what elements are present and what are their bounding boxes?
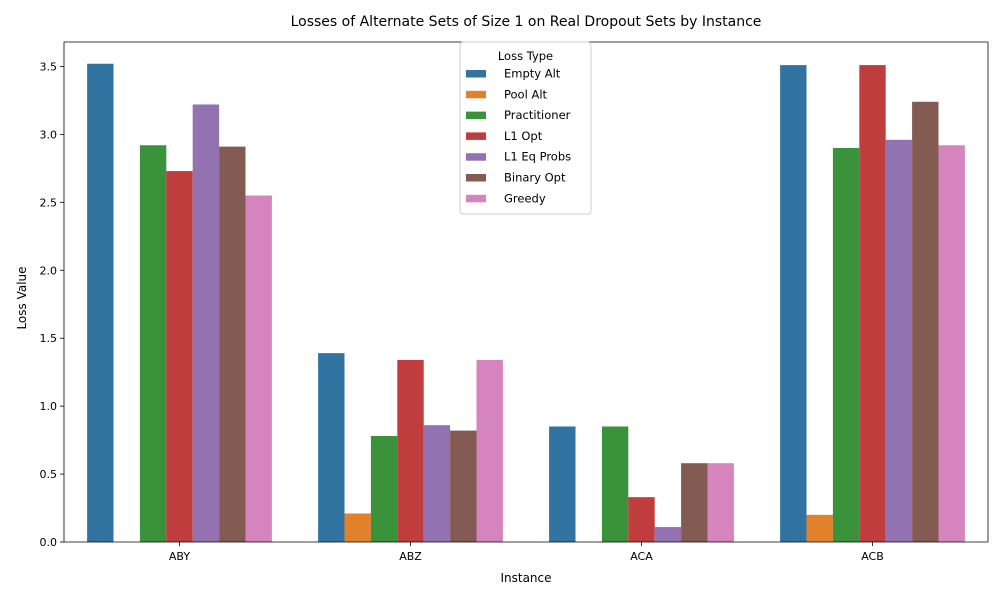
- y-tick-label: 1.0: [40, 400, 58, 413]
- legend-entry-label: Empty Alt: [504, 67, 561, 81]
- plot-area: 0.0 0.5 1.0 1.5 2.0 2.5 3.0 3.5 ABY ABZ ACA ACB: [40, 41, 989, 563]
- legend-swatch: [466, 153, 486, 161]
- legend-swatch: [466, 174, 486, 182]
- bar-l1-opt-aby: [166, 171, 193, 542]
- bar-empty-alt-acb: [780, 65, 807, 542]
- y-tick-label: 2.5: [40, 196, 58, 209]
- y-tick-label: 0.0: [40, 536, 58, 549]
- bar-practitioner-abz: [370, 436, 398, 542]
- legend-entry-label: L1 Eq Probs: [504, 150, 571, 164]
- bar-l1-opt-aca: [628, 497, 655, 542]
- bar-practitioner-acb: [832, 147, 860, 543]
- bar-l1-eq-probs-aca: [654, 527, 682, 542]
- legend-swatch: [466, 132, 486, 140]
- bar-greedy-acb: [938, 145, 965, 542]
- legend-swatch: [466, 111, 486, 120]
- bar-l1-opt-acb: [859, 65, 886, 542]
- y-tick-label: 2.0: [40, 264, 58, 277]
- bar-binary-opt-aby: [219, 146, 246, 542]
- bar-pool-alt-abz: [344, 513, 371, 542]
- legend-frame: [459, 41, 592, 215]
- bar-greedy-aby: [245, 195, 272, 542]
- legend-entry-label: Greedy: [504, 191, 546, 205]
- bar-empty-alt-aby: [87, 63, 114, 543]
- bar-l1-eq-probs-abz: [423, 425, 451, 542]
- bar-l1-opt-abz: [397, 359, 424, 542]
- y-tick-label: 3.0: [40, 128, 58, 141]
- bar-binary-opt-acb: [912, 101, 939, 542]
- bar-practitioner-aby: [139, 145, 167, 542]
- legend-entry-label: Binary Opt: [504, 171, 566, 185]
- bar-empty-alt-aca: [549, 426, 576, 542]
- x-tick-label: ABZ: [399, 550, 422, 563]
- chart-title: Losses of Alternate Sets of Size 1 on Re…: [291, 14, 762, 30]
- y-tick-label: 0.5: [40, 468, 58, 481]
- x-axis-label: Instance: [500, 571, 551, 585]
- y-axis-label: Loss Value: [15, 266, 29, 329]
- y-tick-label: 3.5: [40, 60, 58, 73]
- legend-entry-label: Practitioner: [504, 108, 571, 122]
- legend-entry-label: L1 Opt: [504, 129, 543, 143]
- bar-binary-opt-aca: [681, 463, 708, 542]
- legend-title: Loss Type: [498, 49, 553, 63]
- legend-swatch: [466, 70, 486, 78]
- legend-swatch: [466, 194, 486, 203]
- x-tick-label: ACB: [861, 550, 884, 563]
- bar-practitioner-aca: [601, 426, 629, 542]
- bar-l1-eq-probs-aby: [192, 104, 220, 542]
- bar-binary-opt-abz: [450, 430, 477, 542]
- y-tick-label: 1.5: [40, 332, 58, 345]
- bar-greedy-aca: [707, 463, 734, 542]
- legend-swatch: [466, 90, 486, 99]
- bar-l1-eq-probs-acb: [885, 139, 913, 542]
- legend: Loss Type Empty Alt Pool Alt Practitioner L…: [459, 41, 592, 215]
- bar-pool-alt-acb: [806, 514, 833, 542]
- legend-entry-label: Pool Alt: [504, 87, 548, 101]
- bar-greedy-abz: [476, 359, 503, 542]
- bar-empty-alt-abz: [318, 353, 345, 542]
- x-tick-label: ACA: [630, 550, 653, 563]
- x-tick-label: ABY: [169, 550, 190, 563]
